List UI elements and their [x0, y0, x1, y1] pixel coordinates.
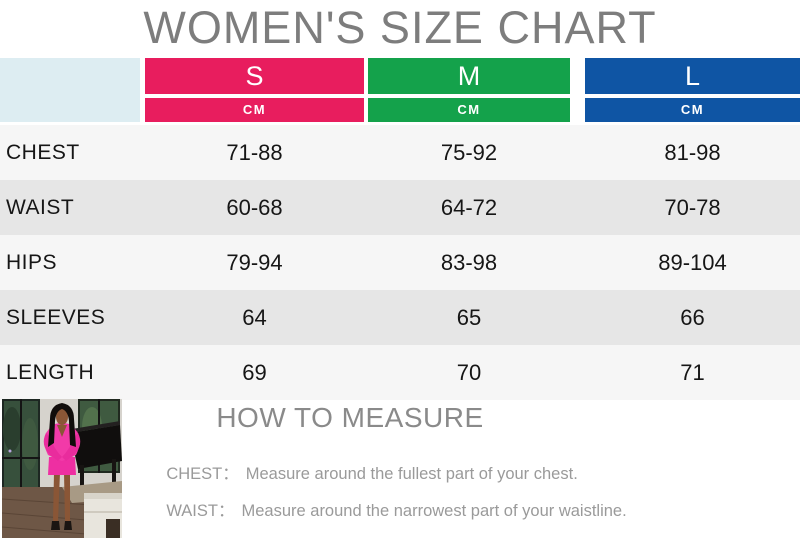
unit-header-m: CM	[368, 98, 570, 122]
cell-chest-m: 75-92	[440, 140, 498, 165]
cell-hips-l: 89-104	[658, 250, 727, 275]
measure-label-waist: WAIST：	[166, 502, 235, 520]
row-label-length: LENGTH	[6, 361, 95, 384]
row-label-sleeves: SLEEVES	[6, 306, 106, 329]
cell-chest-s: 71-88	[226, 140, 283, 165]
measure-text-chest: Measure around the fullest part of your …	[245, 465, 578, 483]
measure-label-chest: CHEST：	[166, 465, 239, 483]
cell-waist-s: 60-68	[226, 195, 283, 220]
photo-model	[43, 403, 81, 530]
table-row-sleeves: SLEEVES 64 65 66	[0, 290, 800, 345]
row-label-chest: CHEST	[6, 141, 80, 164]
size-header-l: L	[585, 58, 800, 94]
measure-text-waist: Measure around the narrowest part of you…	[241, 502, 627, 520]
cell-hips-s: 79-94	[226, 250, 283, 275]
cell-sleeves-s: 64	[242, 305, 267, 330]
cell-sleeves-m: 65	[456, 305, 482, 330]
page-title: WOMEN'S SIZE CHART	[143, 2, 657, 53]
how-to-measure-heading: HOW TO MEASURE	[216, 402, 484, 433]
cell-length-l: 71	[680, 360, 705, 385]
size-header-s: S	[145, 58, 364, 94]
cell-length-s: 69	[242, 360, 267, 385]
size-header-m: M	[368, 58, 570, 94]
cell-hips-m: 83-98	[440, 250, 498, 275]
table-row-length: LENGTH 69 70 71	[0, 345, 800, 400]
measure-instruction-waist: WAIST： Measure around the narrowest part …	[148, 478, 627, 538]
model-photo-illustration	[1, 399, 123, 538]
measure-instruction-chest: CHEST： Measure around the fullest part of…	[148, 441, 578, 503]
unit-header-l: CM	[585, 98, 800, 122]
photo-piano	[70, 421, 122, 491]
photo-window-left	[2, 399, 40, 493]
cell-chest-l: 81-98	[664, 140, 721, 165]
table-corner-cell	[0, 58, 140, 122]
photo-couch	[84, 493, 122, 538]
row-label-hips: HIPS	[6, 251, 58, 274]
unit-header-s: CM	[145, 98, 364, 122]
model-photo	[1, 399, 123, 538]
row-label-waist: WAIST	[6, 196, 75, 219]
cell-sleeves-l: 66	[680, 305, 705, 330]
cell-waist-m: 64-72	[440, 195, 498, 220]
measure-instruction-hips: HIPS ：Measure around the fullest part of…	[148, 515, 601, 538]
cell-waist-l: 70-78	[664, 195, 721, 220]
cell-length-m: 70	[456, 360, 482, 385]
table-row-waist: WAIST 60-68 64-72 70-78	[0, 180, 800, 235]
table-row-chest: CHEST 71-88 75-92 81-98	[0, 125, 800, 180]
table-row-hips: HIPS 79-94 83-98 89-104	[0, 235, 800, 290]
